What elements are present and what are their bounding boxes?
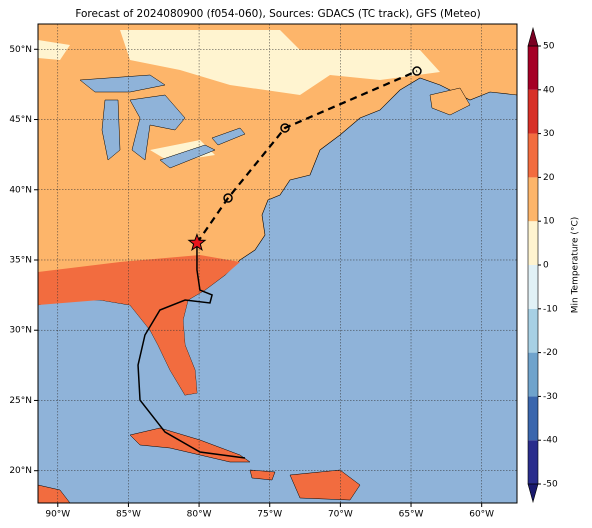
x-tick-label: 65°W [399, 510, 424, 520]
forecast-point [280, 123, 290, 133]
x-tick-label: 85°W [116, 510, 141, 520]
chart-title: Forecast of 2024080900 (f054-060), Sourc… [75, 8, 480, 20]
colorbar-label: Min Temperature (°C) [571, 217, 581, 314]
y-tick-label: 50°N [9, 45, 32, 55]
island [429, 87, 471, 116]
colorbar-extend-high [527, 26, 539, 47]
x-tick-label: 70°W [328, 510, 353, 520]
lake [101, 99, 121, 161]
axes: 90°W 85°W 80°W 75°W 70°W 65°W 60°W 20°N 25°N 30°N… [9, 45, 494, 520]
forecast-track [196, 70, 418, 244]
y-tick-label: 35°N [9, 255, 32, 265]
island [38, 484, 71, 503]
colorbar-segment [528, 396, 538, 441]
colorbar-segment [528, 133, 538, 178]
lake [159, 144, 216, 169]
colorbar-segment [528, 440, 538, 484]
colorbar-tick-label: -10 [543, 304, 558, 314]
colorbar-tick-label: 30 [543, 129, 555, 139]
colorbar-tick-label: -40 [543, 436, 558, 446]
colorbar: -50 -40 -30 -20 -10 0 10 20 30 40 50 [527, 26, 558, 504]
colorbar-segment [528, 177, 538, 222]
forecast-point [412, 66, 422, 76]
colorbar-segment [528, 352, 538, 397]
colorbar-tick-label: 40 [543, 85, 555, 95]
forecast-point [223, 193, 233, 203]
x-tick-label: 80°W [187, 510, 212, 520]
colorbar-tick-label: 0 [543, 261, 549, 271]
colorbar-extend-low [527, 483, 539, 504]
map-frame [37, 23, 518, 504]
island [249, 469, 276, 481]
warm-region [38, 255, 240, 395]
colorbar-segment [528, 221, 538, 265]
colorbar-tick-label: -30 [543, 392, 558, 402]
y-tick-label: 45°N [9, 115, 32, 125]
colorbar-segment [528, 265, 538, 309]
grid [38, 24, 517, 503]
colorbar-tick-label: -50 [543, 480, 558, 490]
colorbar-tick-label: -20 [543, 348, 558, 358]
lake [79, 74, 166, 93]
colorbar-tick-label: 20 [543, 173, 555, 183]
y-tick-label: 30°N [9, 326, 32, 336]
past-track [137, 242, 246, 459]
lake [129, 94, 186, 161]
lake [211, 127, 246, 146]
storm-position [187, 233, 207, 252]
y-tick-label: 20°N [9, 466, 32, 476]
cool-region [120, 30, 440, 95]
y-tick-label: 40°N [9, 185, 32, 195]
island [129, 427, 251, 463]
cool-region [38, 40, 70, 60]
colorbar-tick-label: 50 [543, 42, 555, 52]
tracks [137, 66, 422, 459]
colorbar-segment [528, 308, 538, 353]
x-tick-label: 60°W [469, 510, 494, 520]
y-tick-label: 25°N [9, 396, 32, 406]
x-tick-label: 90°W [45, 510, 70, 520]
island [289, 469, 361, 501]
colorbar-tick-label: 10 [543, 217, 555, 227]
colorbar-segment [528, 46, 538, 90]
map-area [38, 24, 517, 503]
x-tick-label: 75°W [257, 510, 282, 520]
colorbar-segment [528, 89, 538, 134]
